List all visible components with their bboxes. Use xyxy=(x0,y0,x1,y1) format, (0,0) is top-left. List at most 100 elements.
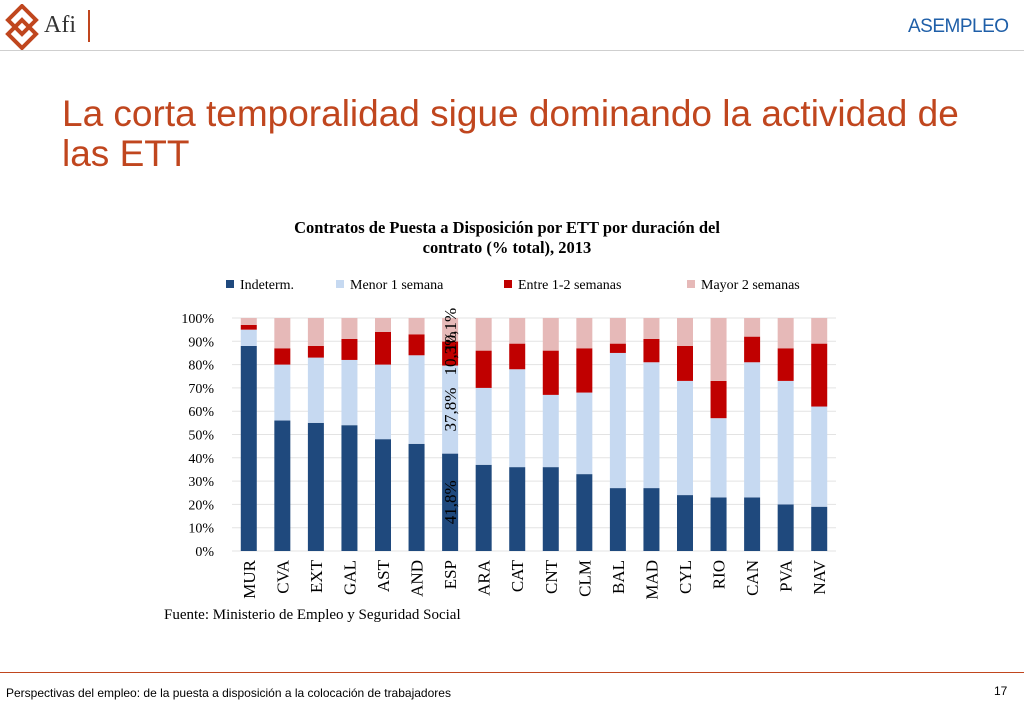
bar-ext-indeterm xyxy=(307,422,324,551)
chart-gridlines xyxy=(232,317,836,552)
y-tick-label: 20% xyxy=(188,498,214,513)
x-category-label: EXT xyxy=(307,559,326,593)
bar-rio-indeterm xyxy=(710,497,727,551)
bar-bal-entre-1-2-semanas xyxy=(609,343,626,353)
legend-label-entre-1-2-semanas: Entre 1-2 semanas xyxy=(518,278,621,293)
x-category-label: CVA xyxy=(273,559,292,593)
bar-cva-menor-1-semana xyxy=(274,364,291,421)
bar-cnt-entre-1-2-semanas xyxy=(542,350,559,395)
y-tick-label: 50% xyxy=(188,429,214,444)
x-category-label: CNT xyxy=(542,559,561,594)
x-category-label: AND xyxy=(408,560,427,597)
legend-label-indeterm: Indeterm. xyxy=(240,278,294,293)
bar-gal-mayor-2-semanas xyxy=(341,318,358,339)
bar-clm-mayor-2-semanas xyxy=(576,318,593,349)
y-axis-ticks: 0% 10% 20% 30% 40% 50% 60% 70% 80% 90% 100% xyxy=(181,312,214,560)
page-number: 17 xyxy=(994,684,1008,698)
chart-title-line1: Contratos de Puesta a Disposición por ET… xyxy=(294,218,720,237)
footer-text: Perspectivas del empleo: de la puesta a … xyxy=(6,686,451,700)
y-tick-label: 90% xyxy=(188,335,214,350)
legend-swatch-indeterm xyxy=(226,280,234,288)
bar-clm-entre-1-2-semanas xyxy=(576,348,593,393)
x-category-label: CYL xyxy=(676,560,695,594)
bar-gal-entre-1-2-semanas xyxy=(341,338,358,360)
bar-cat-entre-1-2-semanas xyxy=(509,343,526,370)
page-title: La corta temporalidad sigue dominando la… xyxy=(62,93,959,174)
bar-rio-menor-1-semana xyxy=(710,418,727,498)
bar-gal-menor-1-semana xyxy=(341,359,358,426)
legend-swatch-mayor-2-semanas xyxy=(687,280,695,288)
bar-pva-mayor-2-semanas xyxy=(777,318,794,349)
bar-clm-menor-1-semana xyxy=(576,392,593,475)
bar-ast-indeterm xyxy=(375,439,391,551)
bar-and-menor-1-semana xyxy=(408,355,425,444)
x-category-label: CAN xyxy=(743,560,762,596)
legend-label-mayor-2-semanas: Mayor 2 semanas xyxy=(701,278,800,293)
asempleo-logo: ASEMPLEO xyxy=(908,16,1009,37)
bar-ara-mayor-2-semanas xyxy=(475,318,492,351)
chart-title-line2: contrato (% total), 2013 xyxy=(423,238,592,257)
bar-cat-mayor-2-semanas xyxy=(509,318,526,344)
esp-annotation-menor-1-semana: 37,8% xyxy=(441,388,460,432)
header-rule xyxy=(0,50,1024,51)
header: Afi ASEMPLEO xyxy=(0,0,1024,52)
bar-cyl-mayor-2-semanas xyxy=(677,318,693,346)
bar-esp-entre-1-2-semanas xyxy=(442,341,459,366)
bar-mad-indeterm xyxy=(643,488,660,551)
chart-legend: Indeterm. Menor 1 semana Entre 1-2 semanas… xyxy=(226,278,800,293)
legend-swatch-entre-1-2-semanas xyxy=(504,280,512,288)
logo-divider xyxy=(88,10,90,42)
x-category-label: AST xyxy=(374,559,393,592)
bar-ext-mayor-2-semanas xyxy=(307,318,324,346)
y-tick-label: 40% xyxy=(188,452,214,467)
bar-bal-mayor-2-semanas xyxy=(609,318,626,344)
bar-can-indeterm xyxy=(744,497,761,551)
bar-gal-indeterm xyxy=(341,425,358,551)
bar-ara-menor-1-semana xyxy=(475,387,492,465)
bar-nav-indeterm xyxy=(811,506,828,551)
x-category-label: CAT xyxy=(508,559,527,592)
x-category-label: ARA xyxy=(475,559,494,596)
bar-cnt-mayor-2-semanas xyxy=(542,318,559,351)
x-category-label: PVA xyxy=(777,559,796,592)
bar-pva-menor-1-semana xyxy=(777,380,794,505)
bar-can-mayor-2-semanas xyxy=(744,318,761,337)
chart-bars xyxy=(240,318,828,551)
bar-ext-menor-1-semana xyxy=(307,357,324,423)
bar-cva-entre-1-2-semanas xyxy=(274,348,291,365)
bar-can-entre-1-2-semanas xyxy=(744,336,761,363)
bar-ast-mayor-2-semanas xyxy=(375,318,391,332)
y-tick-label: 100% xyxy=(181,312,214,327)
legend-label-menor-1-semana: Menor 1 semana xyxy=(350,278,444,293)
bar-nav-mayor-2-semanas xyxy=(811,318,828,344)
x-axis-categories: MUR CVA EXT GAL AST AND ESP ARA CAT CNT CLM BAL MAD C… xyxy=(240,559,829,599)
bar-ext-entre-1-2-semanas xyxy=(307,345,324,358)
y-tick-label: 70% xyxy=(188,382,214,397)
bar-ara-indeterm xyxy=(475,464,492,551)
bar-cyl-indeterm xyxy=(677,495,693,551)
afi-logo-text: Afi xyxy=(44,12,76,38)
x-category-label: NAV xyxy=(810,559,829,594)
bar-mur-mayor-2-semanas xyxy=(240,318,257,325)
esp-annotation-entre-1-2-semanas: 10,3% xyxy=(441,332,460,376)
bar-and-indeterm xyxy=(408,443,425,551)
bar-mad-entre-1-2-semanas xyxy=(643,338,660,363)
legend-swatch-menor-1-semana xyxy=(336,280,344,288)
bar-cva-indeterm xyxy=(274,420,291,551)
y-tick-label: 10% xyxy=(188,522,214,537)
x-category-label: BAL xyxy=(609,560,628,594)
chart-source: Fuente: Ministerio de Empleo y Seguridad… xyxy=(164,607,461,623)
bar-can-menor-1-semana xyxy=(744,362,761,498)
bar-bal-menor-1-semana xyxy=(609,352,626,489)
bar-ara-entre-1-2-semanas xyxy=(475,350,492,388)
bar-nav-menor-1-semana xyxy=(811,406,828,507)
afi-logo-icon xyxy=(5,4,39,50)
bar-cat-menor-1-semana xyxy=(509,369,526,468)
bar-rio-mayor-2-semanas xyxy=(710,318,727,381)
bar-esp-mayor-2-semanas xyxy=(442,318,459,342)
stacked-bar-chart: Contratos de Puesta a Disposición por ET… xyxy=(164,218,836,623)
footer-rule xyxy=(0,672,1024,673)
bar-cva-mayor-2-semanas xyxy=(274,318,291,349)
bar-rio-entre-1-2-semanas xyxy=(710,380,727,419)
bar-pva-entre-1-2-semanas xyxy=(777,348,794,381)
